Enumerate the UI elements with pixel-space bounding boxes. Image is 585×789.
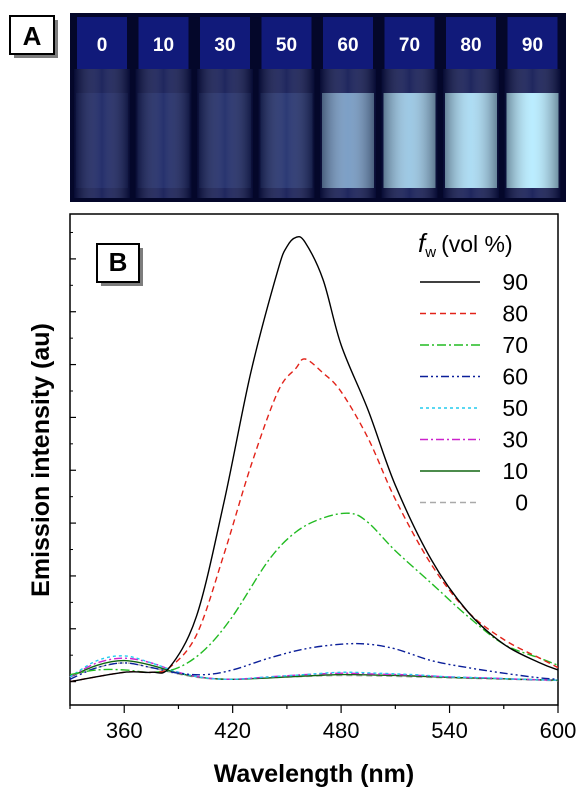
legend-label: 60 [502, 364, 528, 390]
vial-shading [443, 69, 499, 198]
vial-cap [200, 17, 250, 69]
vial-cap [77, 17, 127, 69]
vial-label: 60 [337, 35, 358, 56]
x-tick-label: 540 [431, 718, 468, 743]
vial: 50 [258, 17, 315, 198]
vial-label: 90 [522, 35, 543, 56]
vial-cap [507, 17, 558, 69]
legend-title-rest: (vol %) [441, 231, 513, 257]
panel-a: 0 10 30 50 60 70 80 90 A [9, 13, 566, 202]
panel-b-label-box: B [96, 243, 143, 286]
series-line-fw-90 [69, 235, 559, 683]
vial-cap [261, 17, 312, 69]
series-line-fw-50 [69, 655, 559, 681]
vial-shading [258, 69, 315, 198]
vial-cap [323, 17, 373, 69]
vial-row: 0 10 30 50 60 70 80 90 [74, 17, 561, 198]
panel-a-label-box: A [9, 15, 58, 58]
vial-shading [381, 69, 438, 198]
x-axis-ticks: 360 420 480 540 600 [69, 705, 577, 743]
vial-label: 0 [97, 35, 108, 56]
legend-label: 90 [502, 269, 528, 295]
vial-label: 70 [399, 35, 420, 56]
vial-cap [446, 17, 496, 69]
panel-b: 360 420 480 540 600 B fw (vol %) 90 80 70 60 50 30… [27, 213, 577, 788]
legend-label: 80 [502, 301, 528, 327]
vial-shading [197, 69, 253, 198]
x-tick-label: 600 [540, 718, 577, 743]
series-line-fw-30 [69, 657, 559, 681]
x-axis-title: Wavelength (nm) [214, 760, 414, 788]
x-tick-label: 360 [106, 718, 143, 743]
vial-label: 30 [214, 35, 235, 56]
legend-title-sub: w [424, 244, 436, 261]
vial: 30 [197, 17, 253, 198]
vial-cap [384, 17, 435, 69]
plot-area: 360 420 480 540 600 [69, 213, 577, 743]
legend-title-f: f [418, 228, 428, 258]
vial: 0 [74, 17, 130, 198]
panel-a-label: A [23, 21, 42, 51]
legend-label: 30 [502, 427, 528, 453]
vial: 90 [504, 17, 561, 198]
vial-shading [320, 69, 376, 198]
y-axis-title: Emission intensity (au) [27, 323, 55, 597]
vial-shading [74, 69, 130, 198]
series-line-fw-60 [69, 642, 559, 680]
series-lines [69, 235, 559, 683]
x-tick-label: 420 [214, 718, 251, 743]
vial: 70 [381, 17, 438, 198]
vial-label: 50 [276, 35, 297, 56]
vial: 80 [443, 17, 499, 198]
vial-label: 10 [153, 35, 174, 56]
vial-cap [138, 17, 189, 69]
vial: 10 [135, 17, 192, 198]
legend-label: 70 [502, 332, 528, 358]
legend-label: 10 [502, 458, 528, 484]
legend-title: fw (vol %) [418, 228, 513, 261]
vial-shading [135, 69, 192, 198]
vial-label: 80 [460, 35, 481, 56]
legend-items: 90 80 70 60 50 30 10 0 [420, 269, 528, 516]
panel-b-label: B [109, 247, 128, 277]
legend: fw (vol %) 90 80 70 60 50 30 10 0 [418, 228, 528, 516]
vial-shading [504, 69, 561, 198]
legend-label: 50 [502, 395, 528, 421]
x-tick-label: 480 [323, 718, 360, 743]
vial: 60 [320, 17, 376, 198]
legend-label: 0 [515, 490, 528, 516]
